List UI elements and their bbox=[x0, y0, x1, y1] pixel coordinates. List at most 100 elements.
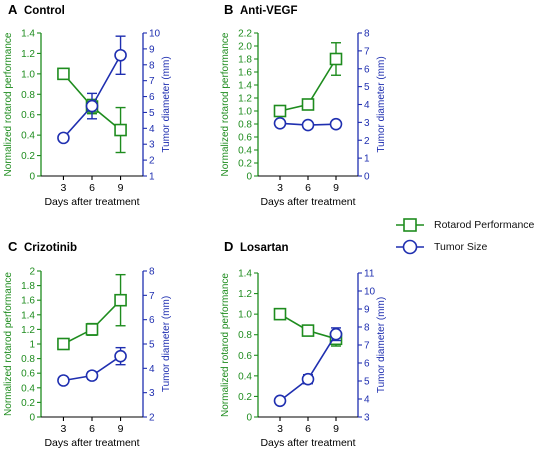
left-y-axis-label: Normalized rotarod performance bbox=[3, 32, 14, 176]
right-y-axis-label: Tumor diameter (mm) bbox=[376, 297, 387, 393]
left-y-tick-label: 1.4 bbox=[238, 269, 252, 280]
left-y-tick-label: 0.2 bbox=[238, 159, 252, 170]
left-y-tick-label: 1.6 bbox=[21, 296, 35, 307]
data-point-tumor bbox=[57, 131, 70, 145]
right-y-tick-label: 5 bbox=[364, 377, 370, 388]
right-y-tick-label: 4 bbox=[149, 124, 155, 135]
data-point-rotarod bbox=[114, 293, 127, 307]
right-y-tick-label: 3 bbox=[149, 388, 155, 399]
x-tick-label: 3 bbox=[277, 423, 283, 435]
panel-title: Anti-VEGF bbox=[240, 5, 298, 17]
data-point-tumor bbox=[329, 327, 343, 341]
data-point-tumor bbox=[85, 369, 99, 382]
left-y-tick-label: 0.6 bbox=[21, 110, 35, 121]
x-tick-label: 9 bbox=[118, 182, 124, 194]
left-y-tick-label: 0 bbox=[29, 413, 35, 424]
chart-panel-a: A Control 0 0.2 0.4 0.6 0.8 1.0 1.2 1.4 1 2 3 4 5 6 7 8 9 1… bbox=[3, 2, 172, 208]
right-y-tick-label: 3 bbox=[364, 118, 370, 129]
right-y-tick-label: 4 bbox=[149, 364, 155, 375]
x-axis-label: Days after treatment bbox=[260, 196, 355, 208]
left-y-tick-label: 0.8 bbox=[238, 120, 252, 131]
right-y-tick-label: 8 bbox=[149, 267, 155, 278]
left-y-tick-label: 0.2 bbox=[21, 398, 35, 409]
data-point-tumor bbox=[85, 99, 99, 113]
left-y-tick-label: 0.6 bbox=[238, 351, 252, 362]
right-y-tick-label: 3 bbox=[364, 413, 370, 424]
data-point-tumor bbox=[114, 48, 127, 62]
series-line-tumor bbox=[279, 333, 337, 402]
right-y-tick-label: 9 bbox=[149, 44, 155, 55]
x-tick-label: 9 bbox=[333, 423, 339, 435]
legend-item-tumor: Tumor Size bbox=[392, 236, 550, 258]
data-point-rotarod bbox=[301, 324, 315, 337]
chart-panel-b: B Anti-VEGF 0 0.2 0.4 0.6 0.8 1.0 1.2 1.4 1.6 1.8 2.… bbox=[220, 2, 387, 208]
right-y-tick-label: 6 bbox=[364, 64, 370, 75]
series-line-rotarod bbox=[63, 299, 122, 345]
right-y-tick-label: 5 bbox=[149, 340, 155, 351]
legend-item-rotarod: Rotarod Performance bbox=[392, 214, 550, 236]
chart-panel-c: C Crizotinib 0 0.2 0.4 0.6 0.8 1 1.2 1.4 1.6 1.8 2 2 3… bbox=[3, 239, 172, 449]
data-point-tumor bbox=[301, 372, 315, 386]
right-y-tick-label: 1 bbox=[364, 154, 370, 165]
right-y-tick-label: 6 bbox=[149, 92, 155, 103]
left-y-tick-label: 0 bbox=[246, 413, 252, 424]
right-y-axis-label: Tumor diameter (mm) bbox=[161, 56, 172, 152]
right-y-tick-label: 1 bbox=[149, 172, 155, 183]
data-point-tumor bbox=[273, 394, 287, 408]
legend-label-rotarod: Rotarod Performance bbox=[434, 219, 535, 231]
left-y-tick-label: 0.2 bbox=[238, 392, 252, 403]
left-y-tick-label: 0.4 bbox=[21, 131, 35, 142]
data-point-rotarod bbox=[273, 104, 287, 118]
data-point-tumor bbox=[114, 349, 127, 363]
left-y-tick-label: 0 bbox=[29, 172, 35, 183]
left-y-tick-label: 1.0 bbox=[238, 107, 252, 118]
left-y-tick-label: 1 bbox=[29, 340, 35, 351]
left-y-tick-label: 1.6 bbox=[238, 68, 252, 79]
data-point-rotarod bbox=[114, 123, 127, 137]
left-y-tick-label: 2.2 bbox=[238, 29, 252, 40]
legend-circle-marker-icon bbox=[396, 239, 424, 255]
data-point-tumor bbox=[329, 117, 343, 131]
left-y-tick-label: 1.2 bbox=[238, 94, 252, 105]
right-y-tick-label: 8 bbox=[149, 60, 155, 71]
left-y-axis-label: Normalized rotarod performance bbox=[220, 273, 231, 417]
x-tick-label: 3 bbox=[61, 423, 67, 435]
x-tick-label: 6 bbox=[89, 423, 95, 435]
chart-panel-d: D Losartan 0 0.2 0.4 0.6 0.8 1.0 1.2 1.4 3 4 5 6 7 8 9 10… bbox=[220, 239, 387, 449]
right-y-tick-label: 8 bbox=[364, 323, 370, 334]
right-y-tick-label: 7 bbox=[364, 341, 370, 352]
right-y-tick-label: 2 bbox=[149, 413, 155, 424]
x-tick-label: 6 bbox=[89, 182, 95, 194]
panel-letter: D bbox=[224, 239, 233, 254]
right-y-tick-label: 7 bbox=[364, 46, 370, 57]
left-y-tick-label: 1.4 bbox=[21, 310, 35, 321]
left-y-tick-label: 1.4 bbox=[238, 81, 252, 92]
left-y-tick-label: 2.0 bbox=[238, 42, 252, 53]
left-y-tick-label: 0.8 bbox=[238, 330, 252, 341]
x-axis-label: Days after treatment bbox=[260, 437, 355, 449]
panel-title: Crizotinib bbox=[24, 242, 77, 254]
left-y-tick-label: 0.4 bbox=[238, 371, 252, 382]
x-tick-label: 9 bbox=[333, 182, 339, 194]
right-y-tick-label: 8 bbox=[364, 29, 370, 40]
x-axis-label: Days after treatment bbox=[44, 196, 139, 208]
left-y-tick-label: 1.8 bbox=[21, 281, 35, 292]
left-y-tick-label: 0 bbox=[246, 172, 252, 183]
panel-title: Control bbox=[24, 5, 65, 17]
x-axis-label: Days after treatment bbox=[44, 437, 139, 449]
right-y-tick-label: 7 bbox=[149, 76, 155, 87]
right-y-axis-label: Tumor diameter (mm) bbox=[376, 56, 387, 152]
data-point-rotarod bbox=[57, 67, 70, 81]
right-y-tick-label: 3 bbox=[149, 140, 155, 151]
legend-label-tumor: Tumor Size bbox=[434, 241, 488, 253]
left-y-tick-label: 1.0 bbox=[21, 69, 35, 80]
right-y-tick-label: 7 bbox=[149, 291, 155, 302]
right-y-tick-label: 5 bbox=[149, 108, 155, 119]
right-y-tick-label: 2 bbox=[364, 136, 370, 147]
left-y-tick-label: 0.6 bbox=[21, 369, 35, 380]
right-y-tick-label: 6 bbox=[364, 359, 370, 370]
x-tick-label: 6 bbox=[305, 423, 311, 435]
panel-letter: A bbox=[8, 2, 18, 17]
